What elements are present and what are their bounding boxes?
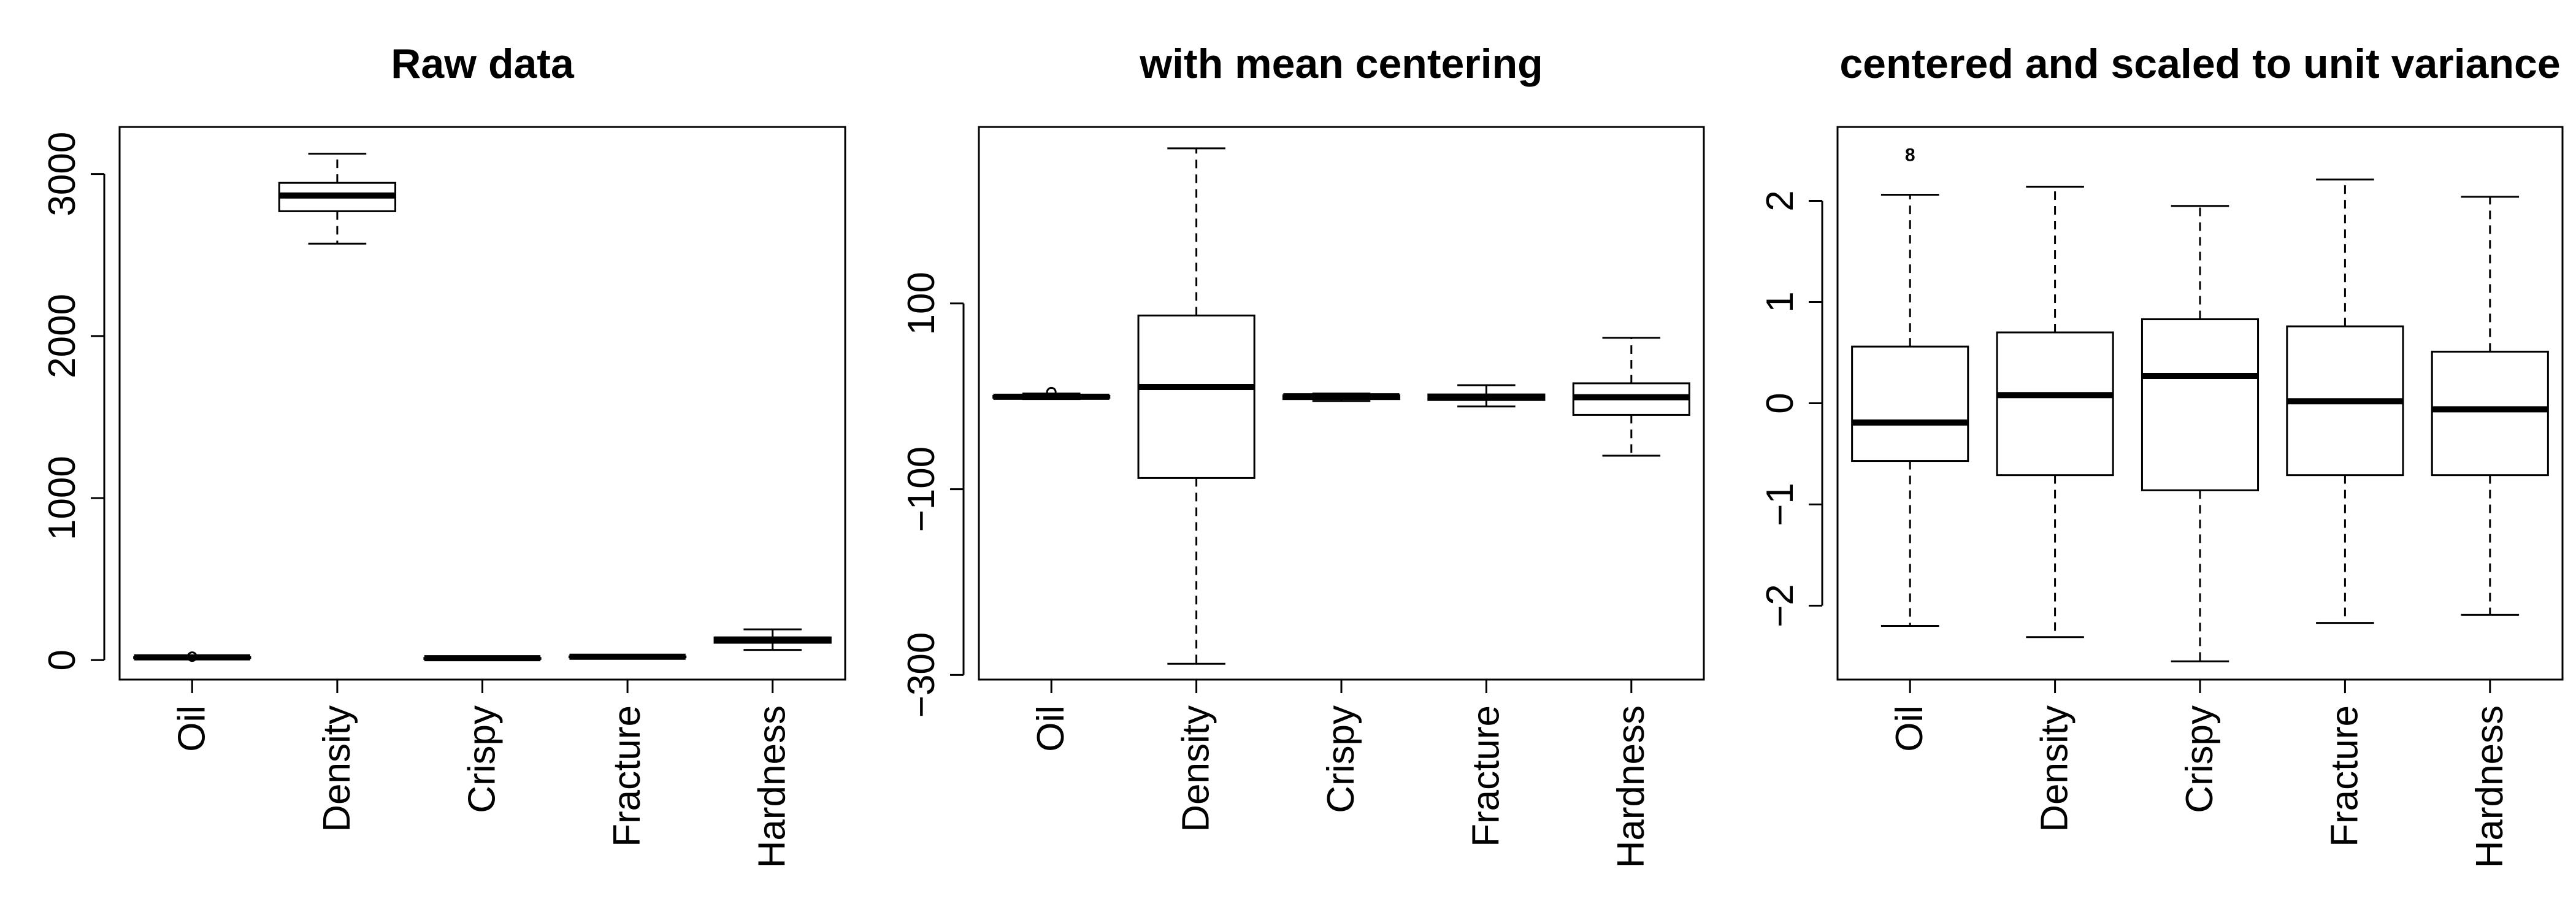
- box-iqr: [2431, 350, 2549, 477]
- y-tick-label: 1: [1759, 291, 1801, 312]
- panel-title: Raw data: [391, 40, 575, 87]
- panel-unit-variance: centered and scaled to unit variance −2 −…: [1759, 40, 2564, 868]
- x-category-label: Density: [1175, 705, 1217, 832]
- x-category-label: Crispy: [1320, 705, 1362, 813]
- y-tick-label: 1000: [41, 456, 83, 540]
- x-category-label: Oil: [171, 705, 213, 752]
- box-density: [1137, 147, 1255, 665]
- x-category-label: Fracture: [1465, 705, 1507, 847]
- box-iqr: [1137, 314, 1255, 479]
- box-iqr: [1851, 345, 1969, 462]
- box-fracture: [1427, 384, 1546, 408]
- box-hardness: [713, 628, 832, 651]
- panel-mean-centering: with mean centering −300 −100 100 Oil Densit…: [900, 40, 1705, 868]
- box-hardness: [2431, 196, 2549, 616]
- x-category-label: Fracture: [2323, 705, 2366, 847]
- x-category-label: Hardness: [751, 705, 794, 868]
- y-tick-label: −1: [1759, 483, 1801, 526]
- box-oil: [133, 654, 251, 661]
- y-tick-label: 100: [900, 272, 943, 335]
- y-tick-label: 2: [1759, 190, 1801, 211]
- outlier-label: 8: [1905, 145, 1915, 166]
- y-tick-label: 2000: [41, 294, 83, 378]
- x-category-label: Hardness: [1610, 705, 1652, 868]
- x-category-label: Oil: [1888, 705, 1931, 752]
- x-category-label: Oil: [1030, 705, 1072, 752]
- y-tick-label: 0: [1759, 393, 1801, 413]
- box-density: [278, 153, 397, 245]
- outlier-point: [1046, 386, 1057, 397]
- box-crispy: [423, 655, 542, 662]
- y-tick-label: −300: [900, 632, 943, 718]
- x-category-label: Density: [316, 705, 358, 832]
- y-tick-label: 0: [41, 650, 83, 670]
- x-category-label: Fracture: [606, 705, 648, 847]
- box-crispy: [1282, 393, 1401, 402]
- box-fracture: [568, 653, 687, 660]
- plot-frame: [118, 126, 846, 681]
- box-density: [1996, 185, 2114, 638]
- x-category-label: Crispy: [2179, 705, 2221, 813]
- x-category-label: Density: [2034, 705, 2076, 832]
- box-hardness: [1572, 337, 1690, 457]
- panel-raw-data: Raw data 0 1000 2000 3000 Oil Density Crispy Fr…: [41, 40, 846, 868]
- outlier-point: [186, 651, 197, 662]
- y-tick-label: 3000: [41, 132, 83, 217]
- panel-title: centered and scaled to unit variance: [1839, 40, 2560, 87]
- y-tick-label: −2: [1759, 584, 1801, 627]
- box-iqr: [2141, 318, 2260, 491]
- box-iqr: [1996, 331, 2114, 477]
- panel-title: with mean centering: [1139, 40, 1543, 87]
- box-oil: [1851, 194, 1969, 627]
- box-fracture: [2286, 178, 2404, 624]
- x-category-label: Hardness: [2469, 705, 2511, 868]
- y-tick-label: −100: [900, 447, 943, 532]
- box-crispy: [2141, 205, 2260, 662]
- x-category-label: Crispy: [461, 705, 504, 813]
